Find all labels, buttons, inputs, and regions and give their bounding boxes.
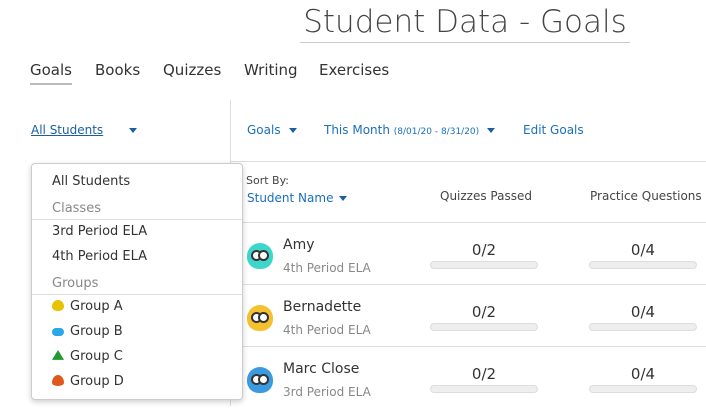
student-class: 4th Period ELA bbox=[283, 323, 371, 337]
student-class: 3rd Period ELA bbox=[283, 385, 371, 399]
tab-quizzes[interactable]: Quizzes bbox=[163, 61, 222, 79]
table-row[interactable]: Bernadette 4th Period ELA 0/2 0/4 bbox=[231, 284, 706, 346]
divider bbox=[231, 161, 706, 162]
caret-down-icon bbox=[339, 196, 348, 201]
menu-item-all-students[interactable]: All Students bbox=[52, 174, 131, 189]
group-label: Group D bbox=[70, 374, 124, 389]
practice-value: 0/4 bbox=[630, 241, 656, 259]
cloud-icon bbox=[52, 328, 64, 336]
menu-item-group[interactable]: Group D bbox=[52, 374, 124, 389]
divider bbox=[32, 219, 242, 220]
student-name: Marc Close bbox=[283, 361, 360, 377]
menu-item-group[interactable]: Group B bbox=[52, 324, 123, 339]
menu-item-group[interactable]: Group C bbox=[52, 349, 123, 364]
tab-writing[interactable]: Writing bbox=[244, 61, 298, 79]
quizzes-value: 0/2 bbox=[471, 303, 497, 321]
sort-field-label: Student Name bbox=[247, 191, 334, 205]
menu-header-classes: Classes bbox=[52, 201, 101, 216]
quizzes-value: 0/2 bbox=[471, 365, 497, 383]
tab-exercises[interactable]: Exercises bbox=[319, 61, 390, 79]
student-filter-dropdown[interactable]: All Students bbox=[31, 123, 138, 137]
practice-progress-bar bbox=[589, 385, 697, 393]
table-row[interactable]: Marc Close 3rd Period ELA 0/2 0/4 bbox=[231, 346, 706, 408]
group-label: Group A bbox=[70, 299, 123, 314]
menu-header-groups: Groups bbox=[52, 276, 99, 291]
table-row[interactable]: Amy 4th Period ELA 0/2 0/4 bbox=[231, 222, 706, 284]
student-filter-label: All Students bbox=[31, 123, 104, 137]
goals-dropdown[interactable]: Goals bbox=[247, 123, 297, 137]
caret-down-icon bbox=[288, 128, 297, 133]
caret-down-icon bbox=[129, 128, 138, 133]
quizzes-progress-bar bbox=[430, 323, 538, 331]
tab-goals[interactable]: Goals bbox=[30, 61, 72, 85]
owl-avatar-icon bbox=[247, 305, 273, 331]
quizzes-progress-bar bbox=[430, 261, 538, 269]
sort-by-label: Sort By: bbox=[246, 174, 290, 187]
period-dropdown[interactable]: This Month (8/01/20 - 8/31/20) bbox=[324, 123, 496, 137]
group-label: Group B bbox=[70, 324, 123, 339]
column-header-practice: Practice Questions bbox=[590, 189, 702, 203]
menu-item-group[interactable]: Group A bbox=[52, 299, 123, 314]
practice-value: 0/4 bbox=[630, 365, 656, 383]
edit-goals-link[interactable]: Edit Goals bbox=[523, 123, 584, 137]
student-filter-menu: All Students Classes 3rd Period ELA 4th … bbox=[31, 163, 243, 400]
owl-avatar-icon bbox=[247, 243, 273, 269]
student-name: Bernadette bbox=[283, 299, 362, 315]
pine-tree-icon bbox=[52, 350, 64, 360]
sort-field-dropdown[interactable]: Student Name bbox=[247, 191, 348, 205]
period-label: This Month bbox=[324, 123, 390, 137]
page-title: Student Data - Goals bbox=[300, 4, 630, 43]
practice-value: 0/4 bbox=[630, 303, 656, 321]
student-class: 4th Period ELA bbox=[283, 261, 371, 275]
practice-progress-bar bbox=[589, 323, 697, 331]
caret-down-icon bbox=[487, 128, 496, 133]
divider bbox=[32, 294, 242, 295]
owl-avatar-icon bbox=[247, 367, 273, 393]
menu-item-class[interactable]: 3rd Period ELA bbox=[52, 224, 148, 239]
quizzes-progress-bar bbox=[430, 385, 538, 393]
column-header-quizzes: Quizzes Passed bbox=[440, 189, 532, 203]
menu-item-class[interactable]: 4th Period ELA bbox=[52, 249, 148, 264]
tab-books[interactable]: Books bbox=[95, 61, 141, 79]
practice-progress-bar bbox=[589, 261, 697, 269]
quizzes-value: 0/2 bbox=[471, 241, 497, 259]
tree-icon bbox=[52, 300, 64, 311]
flame-icon bbox=[52, 375, 64, 386]
goals-label: Goals bbox=[247, 123, 281, 137]
student-name: Amy bbox=[283, 237, 315, 253]
period-range: (8/01/20 - 8/31/20) bbox=[393, 127, 480, 137]
group-label: Group C bbox=[70, 349, 123, 364]
